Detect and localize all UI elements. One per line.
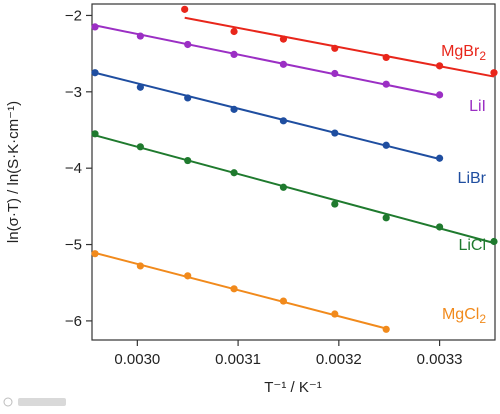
data-point (279, 297, 288, 305)
y-axis: −2 −3 −4 −5 −6 (65, 7, 92, 330)
series-label-lii: LiI (469, 98, 486, 115)
series-labels: MgBr2 LiI LiBr LiCl MgCl2 (441, 43, 487, 326)
watermark-text-mark (18, 398, 66, 406)
series-label-libr: LiBr (458, 170, 487, 187)
y-tick-label: −4 (65, 160, 82, 177)
x-tick-label: 0.0032 (316, 351, 362, 368)
data-point (435, 62, 444, 70)
y-axis-label: ln(σ·T) / ln(S·K·cm⁻¹) (5, 101, 22, 243)
series-label-mgbr2: MgBr2 (441, 43, 486, 63)
data-point (435, 223, 444, 231)
data-point (382, 214, 390, 222)
data-point (136, 83, 144, 91)
data-point (230, 285, 238, 293)
data-point (136, 143, 144, 151)
data-point (331, 44, 339, 52)
data-point (279, 35, 288, 43)
y-tick-label: −5 (65, 237, 82, 254)
data-point (184, 40, 192, 49)
y-tick-label: −3 (65, 84, 82, 101)
x-tick-label: 0.0033 (417, 351, 463, 368)
data-point (279, 183, 288, 191)
data-point (184, 272, 192, 280)
data-point (91, 69, 99, 77)
data-point (184, 156, 192, 165)
data-point (331, 129, 339, 137)
data-point (331, 69, 339, 78)
y-tick-label: −2 (65, 7, 82, 24)
x-tick-label: 0.0030 (114, 351, 160, 368)
data-points (91, 5, 498, 333)
data-point (136, 262, 144, 270)
x-axis: 0.0030 0.0031 0.0032 0.0033 (114, 340, 463, 368)
fit-line (94, 71, 440, 160)
y-tick-label: −6 (65, 313, 82, 330)
data-point (382, 53, 390, 62)
x-axis-label: T⁻¹ / K⁻¹ (264, 379, 322, 396)
data-point (382, 141, 390, 149)
data-point (279, 117, 288, 125)
series-label-mgcl2: MgCl2 (442, 306, 486, 326)
series-label-licl: LiCl (458, 237, 486, 254)
data-point (91, 23, 99, 31)
data-point (382, 325, 390, 333)
data-point (331, 310, 339, 318)
fit-line (94, 24, 440, 97)
data-point (435, 91, 444, 99)
data-point (230, 27, 238, 36)
data-point (279, 60, 288, 68)
watermark-logo-icon (3, 397, 13, 407)
fit-lines (94, 16, 495, 330)
x-tick-label: 0.0031 (215, 351, 261, 368)
fit-line (94, 134, 495, 244)
data-point (435, 154, 444, 162)
data-point (91, 250, 99, 258)
data-point (490, 69, 498, 77)
data-point (230, 169, 238, 177)
data-point (230, 105, 238, 113)
data-point (382, 80, 390, 88)
watermark (3, 397, 66, 407)
data-point (136, 32, 144, 40)
data-point (230, 50, 238, 59)
data-point (91, 130, 99, 138)
data-point (490, 237, 498, 246)
data-point (181, 5, 189, 13)
plot-frame (91, 3, 496, 341)
data-point (331, 200, 339, 208)
data-point (184, 94, 192, 102)
